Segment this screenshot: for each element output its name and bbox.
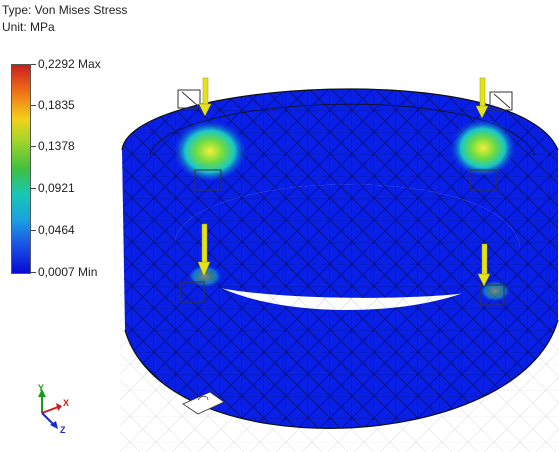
fixture-brackets <box>177 89 513 306</box>
result-unit-label: Unit: MPa <box>2 20 55 34</box>
legend-tick <box>31 272 36 273</box>
bracket-4 <box>469 169 497 191</box>
load-arrow-3[interactable] <box>197 223 211 277</box>
bracket-6 <box>479 284 505 306</box>
bracket-3 <box>194 169 222 191</box>
bracket-2 <box>489 91 513 111</box>
base-edge <box>124 319 559 429</box>
color-scale-bar <box>11 64 31 274</box>
legend-label-2: 0,1835 <box>38 98 75 112</box>
legend-tick <box>31 188 36 189</box>
legend-tick <box>31 146 36 147</box>
load-arrow-1[interactable] <box>198 77 212 117</box>
load-arrow-4[interactable] <box>477 243 491 287</box>
bracket-5 <box>179 281 205 303</box>
legend-label-min: 0,0007 Min <box>38 265 98 279</box>
load-arrow-2[interactable] <box>475 77 489 119</box>
result-type-label: Type: Von Mises Stress <box>2 3 128 17</box>
inner-wall-mesh <box>175 184 520 298</box>
bracket-1 <box>177 89 201 109</box>
legend-tick <box>31 64 36 65</box>
stress-legend: Type: Von Mises Stress Unit: MPa 0,2292 … <box>0 0 160 280</box>
load-arrows[interactable] <box>197 77 491 287</box>
axis-triad[interactable]: Y X Z <box>30 383 80 440</box>
legend-label-max: 0,2292 Max <box>38 57 101 71</box>
hotspot-back-left <box>187 263 223 287</box>
legend-label-4: 0,0921 <box>38 181 75 195</box>
axis-z-label: Z <box>60 425 66 435</box>
legend-label-5: 0,0464 <box>38 223 75 237</box>
hotspot-front-right <box>449 115 517 175</box>
rim-edge-outer <box>121 88 559 151</box>
legend-label-3: 0,1378 <box>38 139 75 153</box>
triad-icon <box>38 389 62 429</box>
axis-x-label: X <box>63 398 70 408</box>
legend-tick <box>31 105 36 106</box>
legend-tick <box>31 230 36 231</box>
hotspot-front-left <box>172 116 248 180</box>
base-label-plate <box>182 391 225 415</box>
axis-y-label: Y <box>38 383 45 393</box>
